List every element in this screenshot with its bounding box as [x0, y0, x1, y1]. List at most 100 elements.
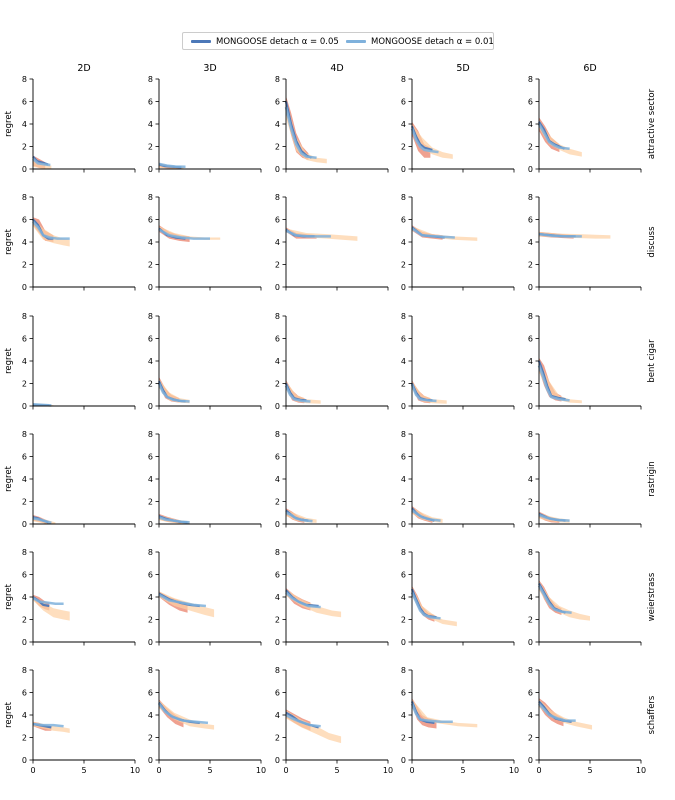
y-tick-label: 8	[528, 75, 533, 84]
y-tick-label: 4	[22, 120, 27, 129]
y-tick-label: 4	[22, 357, 27, 366]
panel-attractive-sector-2d: 0 2 4 6 8 2D regret	[4, 63, 136, 174]
y-tick-label: 2	[22, 734, 27, 743]
y-tick-label: 2	[275, 143, 280, 152]
panel-discuss-4d: 0 2 4 6 8	[275, 193, 389, 292]
y-tick-label: 6	[148, 689, 153, 698]
x-tick-label: 0	[283, 766, 288, 775]
y-tick-label: 0	[148, 283, 153, 292]
panel-schaffers-4d: 0 2 4 6 8 0 5 10	[275, 666, 393, 775]
legend-entry-alpha-005: MONGOOSE detach α = 0.05	[191, 35, 339, 48]
y-tick-label: 0	[275, 756, 280, 765]
y-tick-label: 6	[528, 689, 533, 698]
series-line-alpha-001	[411, 509, 441, 522]
y-tick-label: 8	[22, 548, 27, 557]
y-tick-label: 6	[528, 571, 533, 580]
y-tick-label: 8	[528, 430, 533, 439]
y-tick-label: 6	[22, 335, 27, 344]
panel-attractive-sector-4d: 0 2 4 6 8 4D	[275, 63, 389, 174]
x-tick-label: 5	[334, 766, 339, 775]
y-tick-label: 4	[22, 593, 27, 602]
x-tick-label: 0	[536, 766, 541, 775]
y-tick-label: 6	[148, 98, 153, 107]
y-tick-label: 4	[275, 357, 280, 366]
y-tick-label: 4	[275, 475, 280, 484]
legend-label-alpha-005: MONGOOSE detach α = 0.05	[216, 36, 339, 47]
y-tick-label: 4	[275, 120, 280, 129]
band-orange-1	[286, 99, 327, 164]
y-tick-label: 0	[275, 520, 280, 529]
y-tick-label: 2	[401, 380, 406, 389]
y-tick-label: 2	[275, 261, 280, 270]
row-title-attractive-sector: attractive sector	[647, 88, 657, 159]
legend-label-alpha-001: MONGOOSE detach α = 0.01	[371, 36, 494, 47]
series-line-alpha-001	[32, 596, 64, 606]
y-tick-label: 8	[528, 548, 533, 557]
y-tick-label: 2	[275, 734, 280, 743]
y-tick-label: 0	[528, 402, 533, 411]
series-line-alpha-001	[537, 365, 570, 402]
y-tick-label: 0	[528, 756, 533, 765]
panel-discuss-2d: 0 2 4 6 8 regret	[4, 193, 136, 292]
x-tick-label: 0	[409, 766, 414, 775]
y-tick-label: 0	[401, 283, 406, 292]
y-tick-label: 8	[401, 75, 406, 84]
y-tick-label: 4	[401, 711, 406, 720]
y-tick-label: 2	[401, 261, 406, 270]
series-line-alpha-001	[285, 511, 313, 523]
band-orange-1	[412, 226, 478, 241]
series-line-alpha-001	[32, 157, 51, 167]
y-tick-label: 0	[148, 402, 153, 411]
y-tick-label: 6	[401, 98, 406, 107]
series-line-alpha-001	[32, 403, 52, 407]
y-tick-label: 8	[401, 548, 406, 557]
panel-rastrigin-6d: 0 2 4 6 8 rastrigin	[528, 430, 657, 529]
y-tick-label: 2	[148, 261, 153, 270]
y-tick-label: 8	[22, 75, 27, 84]
y-tick-label: 8	[401, 430, 406, 439]
x-tick-label: 0	[156, 766, 161, 775]
panel-rastrigin-4d: 0 2 4 6 8	[275, 430, 389, 529]
y-tick-label: 2	[401, 734, 406, 743]
series-line-alpha-001	[158, 593, 207, 608]
y-tick-label: 4	[148, 711, 153, 720]
panel-schaffers-5d: 0 2 4 6 8 0 5 10	[401, 666, 519, 775]
y-tick-label: 4	[22, 475, 27, 484]
panel-weierstrass-4d: 0 2 4 6 8	[275, 548, 389, 647]
y-tick-label: 6	[401, 335, 406, 344]
y-tick-label: 4	[148, 475, 153, 484]
y-tick-label: 6	[275, 216, 280, 225]
x-tick-label: 10	[383, 766, 393, 775]
panel-weierstrass-3d: 0 2 4 6 8	[148, 548, 262, 647]
y-tick-label: 6	[401, 453, 406, 462]
y-tick-label: 6	[528, 216, 533, 225]
y-tick-label: 6	[148, 216, 153, 225]
panel-bent-cigar-3d: 0 2 4 6 8	[148, 312, 262, 411]
x-tick-label: 0	[30, 766, 35, 775]
y-tick-label: 4	[148, 357, 153, 366]
y-tick-label: 4	[275, 238, 280, 247]
y-tick-label: 2	[528, 498, 533, 507]
y-tick-label: 6	[528, 98, 533, 107]
series-line-alpha-001	[158, 162, 186, 169]
x-tick-label: 5	[207, 766, 212, 775]
row-title-schaffers: schaffers	[647, 695, 657, 734]
panel-bent-cigar-4d: 0 2 4 6 8	[275, 312, 389, 411]
panel-weierstrass-2d: 0 2 4 6 8 regret	[4, 548, 136, 647]
x-tick-label: 10	[636, 766, 646, 775]
y-tick-label: 0	[528, 165, 533, 174]
column-title-3d: 3D	[203, 63, 216, 74]
y-tick-label: 6	[528, 453, 533, 462]
y-tick-label: 0	[528, 283, 533, 292]
y-tick-label: 2	[22, 380, 27, 389]
y-tick-label: 6	[22, 98, 27, 107]
y-tick-label: 4	[401, 357, 406, 366]
y-tick-label: 2	[148, 498, 153, 507]
y-tick-label: 2	[528, 734, 533, 743]
series-line-alpha-001	[158, 516, 190, 524]
panel-schaffers-6d: 0 2 4 6 8 0 5 10 schaffers	[528, 666, 657, 775]
y-tick-label: 2	[401, 616, 406, 625]
y-tick-label: 0	[22, 756, 27, 765]
y-tick-label: 8	[275, 312, 280, 321]
panel-bent-cigar-6d: 0 2 4 6 8 bent cigar	[528, 312, 657, 411]
